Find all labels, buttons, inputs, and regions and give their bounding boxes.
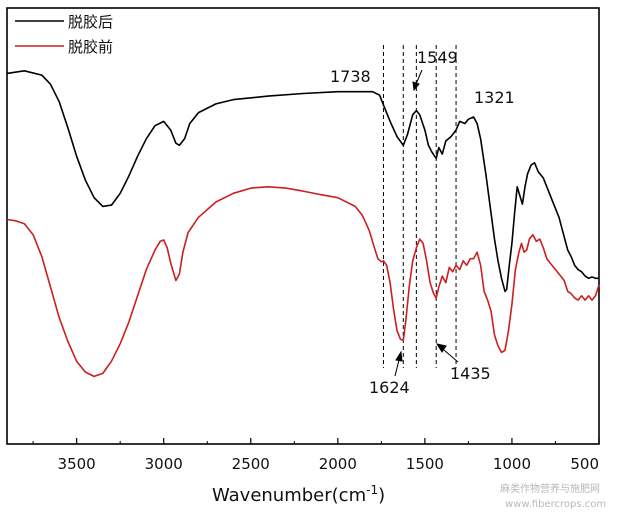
annotation-1435: 1435 xyxy=(450,364,491,383)
arrow-1549-head xyxy=(412,81,420,92)
legend-label-after: 脱胶后 xyxy=(68,13,113,31)
x-tick-label-3500: 3500 xyxy=(58,455,96,473)
arrow-1549 xyxy=(415,69,423,85)
plot-frame xyxy=(6,7,600,445)
series-line-0 xyxy=(6,70,599,293)
annotation-1624: 1624 xyxy=(369,378,410,397)
arrow-1435 xyxy=(443,349,459,363)
series-line-1 xyxy=(6,186,600,378)
annotation-1549: 1549 xyxy=(417,48,458,67)
x-tick-label-3000: 3000 xyxy=(145,455,183,473)
legend-label-before: 脱胶前 xyxy=(68,38,113,56)
series-layer xyxy=(6,70,600,378)
x-tick-label-2000: 2000 xyxy=(319,455,357,473)
arrow-1624 xyxy=(394,359,400,377)
arrow-1624-head xyxy=(395,350,403,362)
x-tick-label-2500: 2500 xyxy=(232,455,270,473)
watermark-line1: 麻类作物营养与施肥网 xyxy=(500,482,600,495)
annotation-1738: 1738 xyxy=(330,67,371,86)
reference-lines xyxy=(382,45,457,368)
x-axis-label: Wavenumber(cm-1) xyxy=(212,483,385,506)
annotation-1321: 1321 xyxy=(474,88,515,107)
x-tick-label-1500: 1500 xyxy=(406,455,444,473)
x-axis-ticks: 3500 3000 2500 2000 1500 1000 500 xyxy=(32,438,600,473)
annotation-arrows xyxy=(394,69,459,377)
x-tick-label-500: 500 xyxy=(570,455,599,473)
x-axis-label-main: Wavenumber(cm xyxy=(212,485,366,506)
x-tick-label-1000: 1000 xyxy=(493,455,531,473)
x-axis-label-sup: -1 xyxy=(366,483,378,497)
arrow-1435-head xyxy=(435,343,447,353)
watermark-line2: www.fibercrops.com xyxy=(505,499,606,510)
x-axis-label-close: ) xyxy=(378,485,385,506)
legend: 脱胶后 脱胶前 xyxy=(15,13,113,56)
